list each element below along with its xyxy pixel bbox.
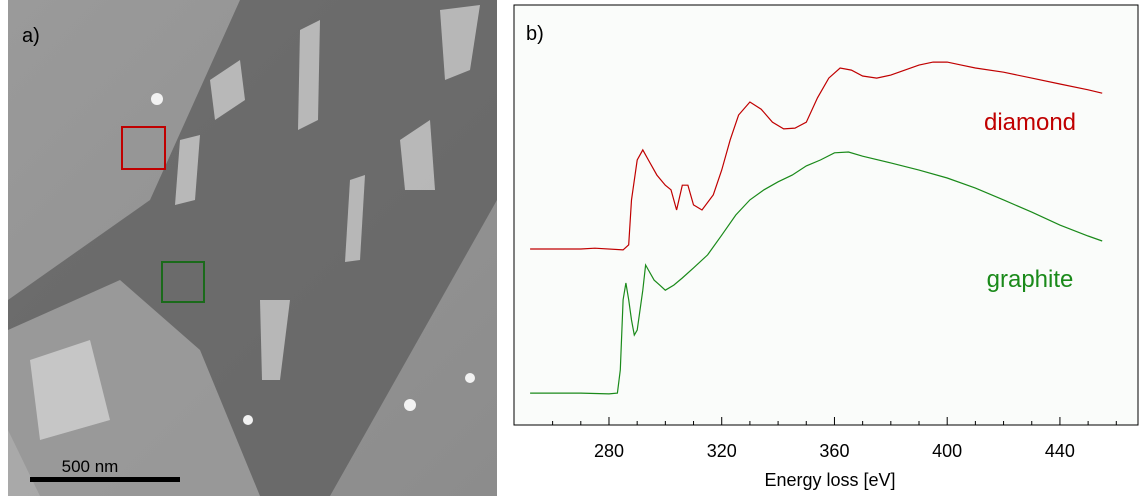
series-label: graphite [987, 266, 1074, 293]
panel-label: a) [22, 25, 40, 47]
particles [151, 93, 475, 425]
panel-label: b) [526, 23, 544, 45]
x-tick-label: 280 [594, 441, 624, 461]
x-tick-label: 400 [932, 441, 962, 461]
diamond-region [121, 126, 166, 170]
spectrum-chart: b) Energy loss [eV] 280 320 360 400 440 diamo… [513, 4, 1139, 490]
x-axis-label: Energy loss [eV] [764, 470, 895, 490]
bright-region [8, 280, 260, 496]
series-label: diamond [984, 109, 1076, 136]
x-tick-label: 320 [707, 441, 737, 461]
x-tick-label: 440 [1045, 441, 1075, 461]
scale-bar-label: 500 nm [62, 457, 119, 476]
graphite-region [161, 261, 205, 303]
crystallites [30, 5, 480, 440]
spectrum-line [530, 151, 1103, 395]
scale-bar [30, 477, 180, 482]
x-tick-label: 360 [819, 441, 849, 461]
plot-area [513, 4, 1139, 426]
spectrum-line [530, 61, 1103, 251]
micrograph: a) 500 nm [8, 0, 497, 496]
